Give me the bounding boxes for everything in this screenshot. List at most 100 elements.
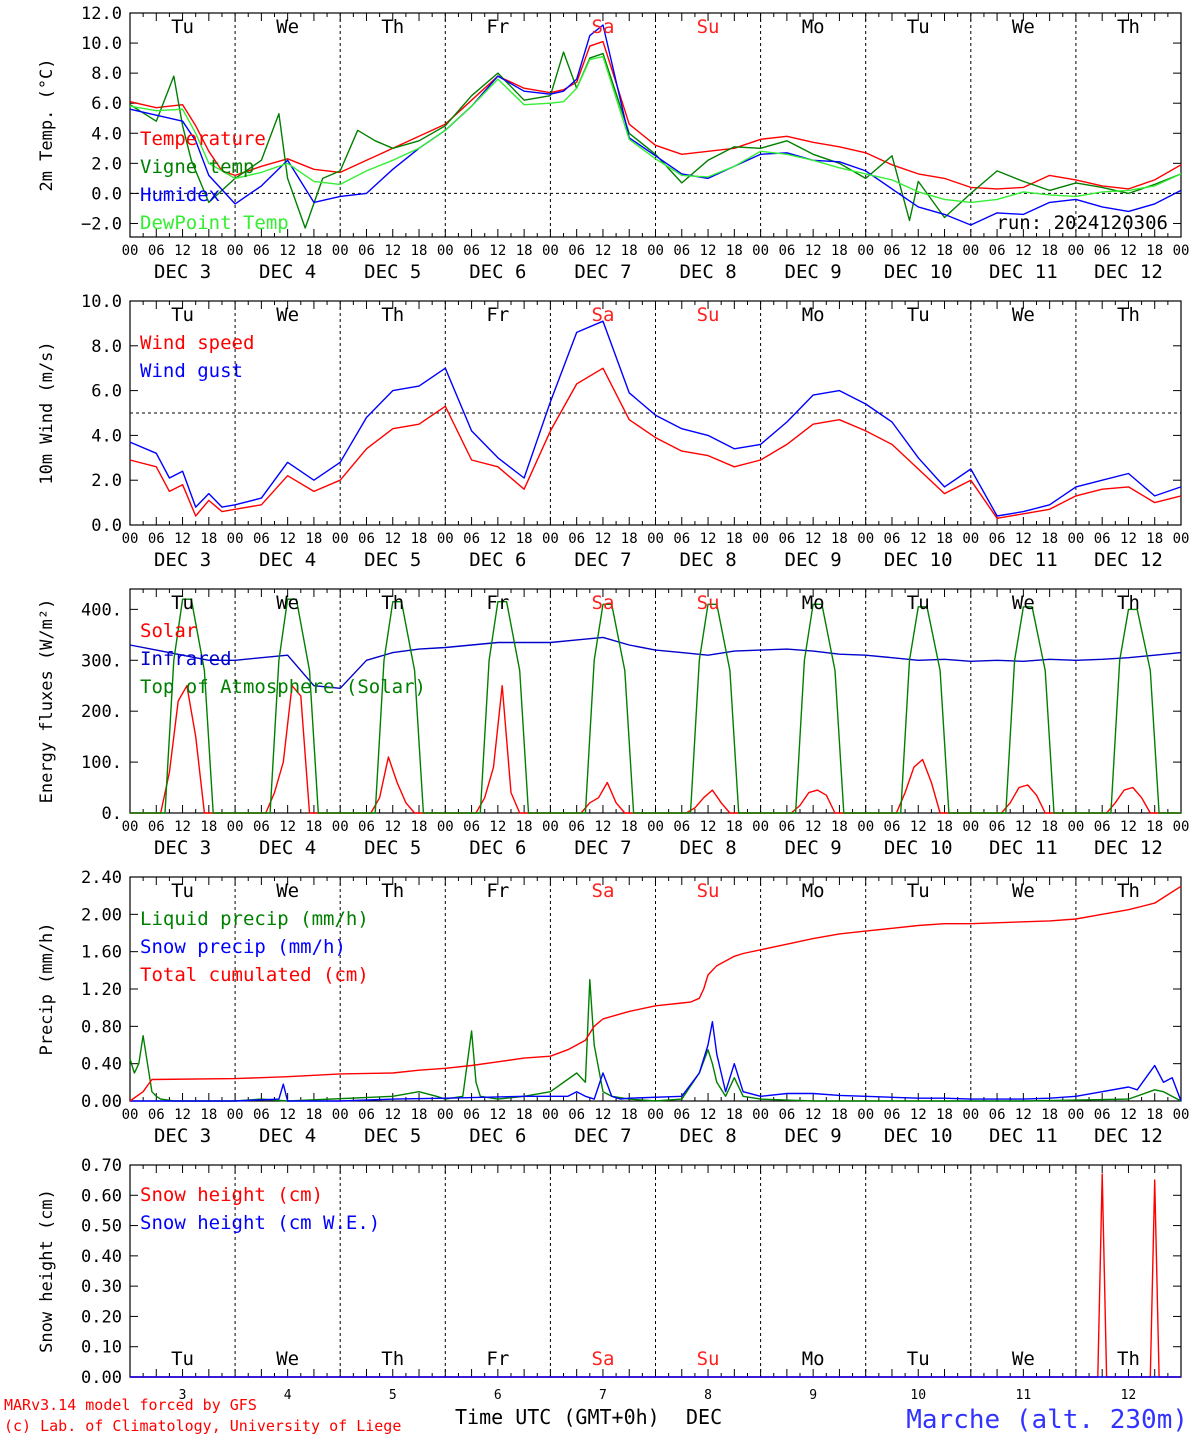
hour-label: 12	[279, 1107, 296, 1123]
hour-label: 06	[778, 1107, 795, 1123]
hour-label: 12	[805, 531, 822, 547]
hour-label: 12	[910, 819, 927, 835]
y-tick-label: 0.0	[91, 516, 122, 536]
y-tick-label: 0.	[102, 804, 122, 824]
hour-label: 12	[805, 243, 822, 259]
y-tick-label: 4.0	[91, 426, 122, 446]
hour-label: 12	[700, 531, 717, 547]
y-axis-label: Snow height (cm)	[37, 1189, 57, 1353]
hour-label: 00	[437, 243, 454, 259]
hour-label: 06	[673, 819, 690, 835]
hour-label: 00	[1067, 1107, 1084, 1123]
hour-label: 00	[752, 1107, 769, 1123]
y-tick-label: 0.20	[81, 1307, 122, 1327]
date-label: DEC 6	[469, 549, 526, 571]
weekday-label: Fr	[486, 1348, 509, 1370]
hour-label: 18	[726, 531, 743, 547]
y-tick-label: 0.00	[81, 1092, 122, 1112]
weekday-label: Mo	[802, 304, 825, 326]
date-label: DEC 8	[679, 1125, 736, 1147]
date-label: DEC 8	[679, 549, 736, 571]
day-number-label: 11	[1016, 1388, 1032, 1403]
hour-label: 18	[1041, 243, 1058, 259]
weekday-label: Th	[1117, 16, 1140, 38]
date-label: DEC 4	[259, 837, 316, 859]
hour-label: 06	[1094, 1107, 1111, 1123]
hour-label: 00	[647, 819, 664, 835]
date-label: DEC 11	[989, 1125, 1058, 1147]
hour-label: 18	[1146, 531, 1163, 547]
weekday-label: Su	[697, 592, 720, 614]
weekday-label: Su	[697, 880, 720, 902]
weekday-label: Th	[1117, 880, 1140, 902]
y-tick-label: 2.00	[81, 905, 122, 925]
hour-label: 06	[358, 531, 375, 547]
hour-label: 06	[1094, 243, 1111, 259]
weekday-label: Tu	[907, 592, 930, 614]
series-line-total-cumulated-cm	[129, 885, 1182, 1102]
date-label: DEC 3	[154, 549, 211, 571]
weekday-label: We	[276, 16, 299, 38]
series-line-vigne-temp	[129, 51, 1182, 229]
hour-label: 00	[647, 531, 664, 547]
hour-label: 18	[726, 819, 743, 835]
hour-label: 18	[936, 1107, 953, 1123]
hour-label: 00	[1173, 819, 1190, 835]
hour-label: 12	[174, 531, 191, 547]
date-label: DEC 9	[785, 549, 842, 571]
hour-label: 06	[884, 531, 901, 547]
hour-label: 12	[384, 1107, 401, 1123]
weekday-label: We	[1012, 880, 1035, 902]
hour-label: 18	[831, 531, 848, 547]
hour-label: 06	[568, 531, 585, 547]
hour-label: 18	[1146, 1107, 1163, 1123]
hour-label: 06	[989, 243, 1006, 259]
hour-label: 12	[700, 243, 717, 259]
hour-label: 12	[805, 1107, 822, 1123]
hour-label: 00	[1173, 243, 1190, 259]
legend-entry: Solar	[140, 620, 197, 642]
date-label: DEC 12	[1094, 837, 1163, 859]
hour-label: 06	[673, 1107, 690, 1123]
hour-label: 00	[122, 243, 139, 259]
hour-label: 12	[489, 819, 506, 835]
hour-label: 00	[332, 819, 349, 835]
hour-label: 18	[516, 243, 533, 259]
hour-label: 06	[778, 531, 795, 547]
hour-label: 12	[174, 1107, 191, 1123]
hour-label: 00	[122, 819, 139, 835]
date-label: DEC 11	[989, 261, 1058, 283]
day-number-label: 6	[494, 1388, 502, 1403]
hour-label: 06	[148, 819, 165, 835]
legend-entry: Snow precip (mm/h)	[140, 936, 346, 958]
hour-label: 00	[857, 1107, 874, 1123]
hour-label: 06	[884, 243, 901, 259]
panel-5: 0.70 0.60 0.50 0.40 0.30 0.20 0.10 0.00 Snow hei…	[37, 1156, 1182, 1403]
date-label: DEC 8	[679, 261, 736, 283]
hour-label: 12	[489, 1107, 506, 1123]
hour-label: 06	[1094, 531, 1111, 547]
hour-label: 18	[831, 1107, 848, 1123]
date-label: DEC 3	[154, 837, 211, 859]
weekday-label: Mo	[802, 16, 825, 38]
hour-label: 06	[673, 531, 690, 547]
hour-label: 06	[463, 531, 480, 547]
hour-label: 18	[516, 531, 533, 547]
y-tick-label: 1.60	[81, 943, 122, 963]
legend-entry: Snow height (cm)	[140, 1184, 323, 1206]
hour-label: 18	[936, 243, 953, 259]
weekday-label: Su	[697, 1348, 720, 1370]
legend-entry: Snow height (cm W.E.)	[140, 1212, 380, 1234]
date-label: DEC 3	[154, 1125, 211, 1147]
hour-label: 06	[463, 1107, 480, 1123]
hour-label: 12	[700, 1107, 717, 1123]
hour-label: 06	[568, 1107, 585, 1123]
date-label: DEC 11	[989, 549, 1058, 571]
date-label: DEC 7	[574, 837, 631, 859]
hour-label: 06	[989, 1107, 1006, 1123]
hour-label: 12	[595, 819, 612, 835]
y-tick-label: 0.60	[81, 1186, 122, 1206]
weekday-label: Th	[381, 592, 404, 614]
day-number-label: 8	[704, 1388, 712, 1403]
hour-label: 00	[227, 243, 244, 259]
